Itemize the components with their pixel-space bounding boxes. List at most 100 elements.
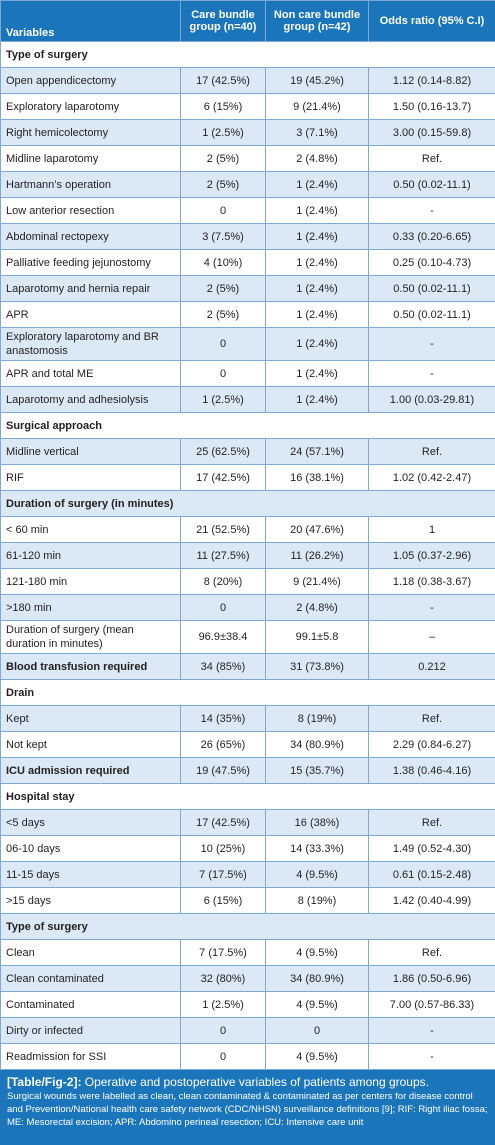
cell: 4 (10%) bbox=[181, 250, 266, 276]
cell: 11 (27.5%) bbox=[181, 543, 266, 569]
cell: 0 bbox=[181, 361, 266, 387]
caption-label: [Table/Fig-2]: bbox=[7, 1075, 81, 1089]
cell: – bbox=[369, 621, 495, 654]
cell: 7 (17.5%) bbox=[181, 862, 266, 888]
cell: 2 (4.8%) bbox=[266, 146, 369, 172]
row-label: <5 days bbox=[1, 810, 181, 836]
row-label: 61-120 min bbox=[1, 543, 181, 569]
cell: 1 (2.5%) bbox=[181, 992, 266, 1018]
cell: 0.25 (0.10-4.73) bbox=[369, 250, 495, 276]
cell: 26 (65%) bbox=[181, 732, 266, 758]
cell: 99.1±5.8 bbox=[266, 621, 369, 654]
cell: 32 (80%) bbox=[181, 966, 266, 992]
cell: 0.50 (0.02-11.1) bbox=[369, 172, 495, 198]
cell: 1 (2.4%) bbox=[266, 328, 369, 361]
cell: 1 (2.4%) bbox=[266, 361, 369, 387]
section-label: Duration of surgery (in minutes) bbox=[1, 491, 495, 517]
cell: 1.12 (0.14-8.82) bbox=[369, 68, 495, 94]
cell: 1 (2.4%) bbox=[266, 224, 369, 250]
cell: 6 (15%) bbox=[181, 94, 266, 120]
cell: 6 (15%) bbox=[181, 888, 266, 914]
cell: 7.00 (0.57-86.33) bbox=[369, 992, 495, 1018]
cell: 8 (19%) bbox=[266, 888, 369, 914]
cell: 1 (2.5%) bbox=[181, 387, 266, 413]
row-label: Clean contaminated bbox=[1, 966, 181, 992]
cell: 1 (2.4%) bbox=[266, 198, 369, 224]
cell: 0.50 (0.02-11.1) bbox=[369, 302, 495, 328]
row-label: Exploratory laparotomy bbox=[1, 94, 181, 120]
cell: - bbox=[369, 328, 495, 361]
header-cell: Odds ratio (95% C.I) bbox=[369, 1, 495, 42]
section-label: Hospital stay bbox=[1, 784, 495, 810]
cell: 8 (19%) bbox=[266, 706, 369, 732]
cell: 0.50 (0.02-11.1) bbox=[369, 276, 495, 302]
cell: 17 (42.5%) bbox=[181, 68, 266, 94]
cell: 1.05 (0.37-2.96) bbox=[369, 543, 495, 569]
cell: 11 (26.2%) bbox=[266, 543, 369, 569]
cell: 3.00 (0.15-59.8) bbox=[369, 120, 495, 146]
section-row: Drain bbox=[1, 680, 495, 706]
row-label: Kept bbox=[1, 706, 181, 732]
section-label: Type of surgery bbox=[1, 914, 495, 940]
cell: 1.86 (0.50-6.96) bbox=[369, 966, 495, 992]
cell: 1 (2.4%) bbox=[266, 302, 369, 328]
cell: 17 (42.5%) bbox=[181, 465, 266, 491]
section-row: Duration of surgery (in minutes) bbox=[1, 491, 495, 517]
cell: 3 (7.1%) bbox=[266, 120, 369, 146]
cell: 14 (35%) bbox=[181, 706, 266, 732]
row-label: Laparotomy and hernia repair bbox=[1, 276, 181, 302]
row-label: ICU admission required bbox=[1, 758, 181, 784]
cell: 0 bbox=[266, 1018, 369, 1044]
cell: 15 (35.7%) bbox=[266, 758, 369, 784]
section-row: Hospital stay bbox=[1, 784, 495, 810]
cell: 3 (7.5%) bbox=[181, 224, 266, 250]
header-cell: Care bundle group (n=40) bbox=[181, 1, 266, 42]
cell: 14 (33.3%) bbox=[266, 836, 369, 862]
row-label: Palliative feeding jejunostomy bbox=[1, 250, 181, 276]
row-label: Dirty or infected bbox=[1, 1018, 181, 1044]
cell: 34 (80.9%) bbox=[266, 732, 369, 758]
cell: 0 bbox=[181, 1018, 266, 1044]
row-label: 121-180 min bbox=[1, 569, 181, 595]
cell: 2 (5%) bbox=[181, 172, 266, 198]
cell: 21 (52.5%) bbox=[181, 517, 266, 543]
section-label: Drain bbox=[1, 680, 495, 706]
row-label: Midline laparotomy bbox=[1, 146, 181, 172]
cell: 16 (38.1%) bbox=[266, 465, 369, 491]
cell: 0.33 (0.20-6.65) bbox=[369, 224, 495, 250]
row-label: APR and total ME bbox=[1, 361, 181, 387]
cell: 1 (2.4%) bbox=[266, 172, 369, 198]
row-label: Low anterior resection bbox=[1, 198, 181, 224]
cell: 9 (21.4%) bbox=[266, 569, 369, 595]
caption-note: Surgical wounds were labelled as clean, … bbox=[7, 1090, 488, 1129]
cell: 34 (80.9%) bbox=[266, 966, 369, 992]
cell: 7 (17.5%) bbox=[181, 940, 266, 966]
cell: 1.50 (0.16-13.7) bbox=[369, 94, 495, 120]
row-label: Contaminated bbox=[1, 992, 181, 1018]
row-label: < 60 min bbox=[1, 517, 181, 543]
cell: 8 (20%) bbox=[181, 569, 266, 595]
cell: 2 (5%) bbox=[181, 146, 266, 172]
cell: 20 (47.6%) bbox=[266, 517, 369, 543]
